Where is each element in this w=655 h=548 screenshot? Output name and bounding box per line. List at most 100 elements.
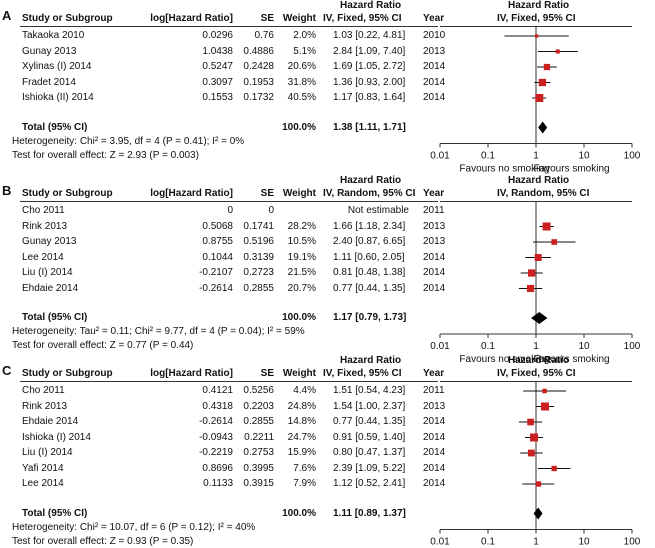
standard-error: 0.2723 — [243, 267, 274, 278]
study-name: Rink 2013 — [22, 220, 68, 232]
standard-error: 0.2855 — [243, 416, 274, 427]
header-rule-left — [20, 381, 438, 382]
log-hazard-ratio: 0.5068 — [202, 220, 233, 232]
hazard-ratio-ci: 1.36 [0.93, 2.00] — [333, 76, 406, 88]
study-marker — [527, 269, 536, 277]
study-weight: 7.6% — [293, 462, 316, 474]
study-name: Fradet 2014 — [22, 76, 76, 88]
study-marker — [538, 78, 547, 87]
study-name: Takaoka 2010 — [22, 30, 85, 41]
col-header-loghr: log[Hazard Ratio] — [150, 13, 233, 24]
standard-error: 0.4886 — [243, 45, 274, 57]
hazard-ratio-ci: 1.12 [0.52, 2.41] — [333, 478, 406, 489]
hazard-ratio-ci: 1.69 [1.05, 2.72] — [333, 61, 406, 72]
study-marker — [555, 49, 560, 54]
study-year: 2014 — [423, 92, 446, 103]
hr-column-title: Hazard Ratio — [340, 355, 402, 366]
log-hazard-ratio: 1.0438 — [202, 45, 233, 57]
study-year: 2014 — [423, 267, 446, 278]
hazard-ratio-ci: 2.40 [0.87, 6.65] — [333, 236, 406, 247]
x-tick-label: 100 — [624, 537, 641, 548]
standard-error: 0.2203 — [243, 400, 274, 412]
col-header-method: IV, Fixed, 95% CI — [323, 368, 402, 379]
hazard-ratio-ci: 0.81 [0.48, 1.38] — [333, 267, 406, 278]
col-header-year: Year — [423, 368, 445, 379]
study-year: 2011 — [423, 385, 445, 396]
panel-b: B Hazard Ratio Hazard Ratio Study or Subgro… — [0, 175, 655, 365]
col-header-study: Study or Subgroup — [22, 188, 113, 199]
standard-error: 0.1953 — [243, 76, 274, 88]
log-hazard-ratio: 0.8755 — [202, 236, 233, 247]
study-marker — [535, 94, 544, 102]
study-year: 2013 — [423, 45, 446, 57]
study-year: 2013 — [423, 220, 446, 232]
heterogeneity-stats: Heterogeneity: Tau² = 0.11; Chi² = 9.77,… — [12, 326, 305, 337]
overall-effect-test: Test for overall effect: Z = 0.77 (P = 0… — [12, 340, 194, 351]
total-hazard-ratio: 1.38 [1.11, 1.71] — [333, 121, 406, 133]
log-hazard-ratio: 0.5247 — [202, 61, 233, 72]
total-hazard-ratio: 1.17 [0.79, 1.73] — [333, 312, 407, 323]
study-weight: 19.1% — [287, 251, 316, 263]
study-weight: 21.5% — [287, 267, 316, 278]
study-weight: 5.1% — [293, 45, 316, 57]
hazard-ratio-ci: 1.03 [0.22, 4.81] — [333, 30, 406, 41]
panel-label: B — [2, 183, 12, 198]
log-hazard-ratio: 0.1553 — [202, 92, 233, 103]
study-marker — [530, 433, 539, 442]
col-header-study: Study or Subgroup — [22, 368, 113, 379]
study-name: Liu (I) 2014 — [22, 447, 73, 458]
log-hazard-ratio: 0.4318 — [202, 400, 233, 412]
study-weight: 14.8% — [287, 416, 316, 427]
col-header-study: Study or Subgroup — [22, 13, 113, 24]
study-marker — [541, 402, 550, 411]
heterogeneity-stats: Heterogeneity: Chi² = 10.07, df = 6 (P =… — [12, 521, 256, 533]
favours-left-label: Favours no smoking — [459, 354, 549, 365]
study-marker — [527, 449, 535, 457]
log-hazard-ratio: -0.0943 — [199, 431, 233, 443]
study-name: Xylinas (I) 2014 — [22, 61, 92, 72]
study-year: 2010 — [423, 30, 446, 41]
hr-column-title: Hazard Ratio — [340, 175, 402, 186]
study-weight: 31.8% — [287, 76, 316, 88]
study-weight: 24.7% — [287, 431, 316, 443]
hazard-ratio-ci: 1.17 [0.83, 1.64] — [333, 92, 406, 103]
study-marker — [542, 388, 547, 394]
x-tick-label: 0.01 — [430, 537, 450, 548]
standard-error: 0.3139 — [243, 251, 274, 263]
standard-error: 0.2211 — [244, 431, 274, 443]
study-weight: 40.5% — [287, 92, 316, 103]
study-year: 2011 — [423, 205, 445, 216]
total-hazard-ratio: 1.11 [0.89, 1.37] — [333, 507, 406, 519]
hazard-ratio-ci: 1.66 [1.18, 2.34] — [333, 220, 406, 232]
overall-effect-test: Test for overall effect: Z = 0.93 (P = 0… — [12, 535, 194, 547]
study-year: 2014 — [423, 431, 446, 443]
standard-error: 0.3995 — [243, 462, 274, 474]
study-name: Yafi 2014 — [22, 462, 64, 474]
study-year: 2014 — [423, 282, 446, 294]
standard-error: 0.1741 — [243, 220, 274, 232]
hazard-ratio-ci: 2.39 [1.09, 5.22] — [333, 462, 406, 474]
total-weight: 100.0% — [282, 121, 316, 133]
study-marker — [535, 481, 542, 487]
study-marker — [542, 222, 551, 231]
plot-method-header: IV, Random, 95% CI — [497, 188, 590, 199]
header-rule-left — [20, 201, 438, 202]
hazard-ratio-ci: Not estimable — [347, 205, 409, 216]
x-tick-label: 1 — [533, 341, 539, 352]
study-name: Ehdaie 2014 — [22, 282, 79, 294]
x-tick-label: 0.01 — [430, 341, 450, 352]
study-weight: 24.8% — [287, 400, 316, 412]
study-weight: 28.2% — [287, 220, 316, 232]
standard-error: 0.2855 — [243, 282, 274, 294]
x-tick-label: 100 — [624, 151, 641, 162]
x-tick-label: 1 — [533, 151, 539, 162]
study-marker — [526, 284, 535, 293]
total-label: Total (95% CI) — [22, 121, 88, 133]
log-hazard-ratio: 0 — [227, 205, 233, 216]
study-name: Ehdaie 2014 — [22, 416, 79, 427]
study-marker — [534, 254, 542, 261]
x-tick-label: 100 — [624, 341, 641, 352]
study-marker — [543, 63, 551, 71]
study-name: Gunay 2013 — [22, 236, 77, 247]
